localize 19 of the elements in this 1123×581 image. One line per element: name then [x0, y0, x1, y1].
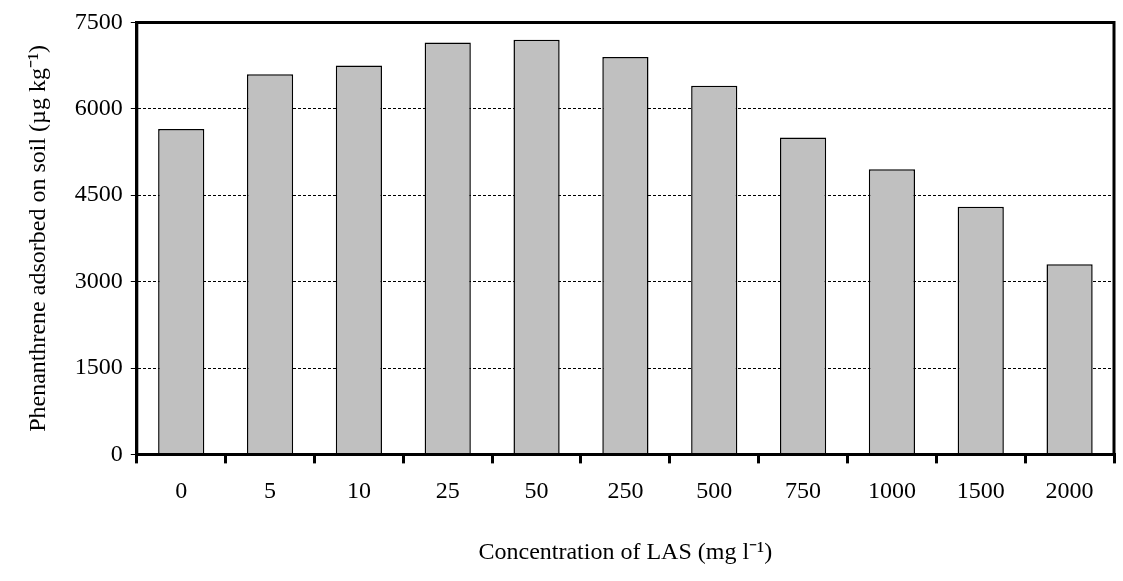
y-axis-title: Phenanthrene adsorbed on soil (µg kg⁻¹) [23, 44, 50, 432]
y-tick-label: 0 [110, 439, 123, 466]
x-tick-label: 5 [264, 477, 277, 504]
x-tick-label: 25 [435, 477, 460, 504]
y-tick-label: 1500 [74, 353, 123, 380]
x-tick-label: 1500 [956, 477, 1005, 504]
x-tick-label: 750 [785, 477, 822, 504]
x-tick-label: 0 [175, 477, 188, 504]
x-tick-label: 500 [696, 477, 733, 504]
y-tick-label: 4500 [74, 180, 123, 207]
x-tick-label: 50 [524, 477, 549, 504]
y-tick-label: 3000 [74, 266, 123, 293]
x-tick-label: 250 [607, 477, 644, 504]
x-tick-label: 10 [346, 477, 371, 504]
x-tick-label: 1000 [867, 477, 916, 504]
x-tick-label: 2000 [1045, 477, 1094, 504]
y-tick-label: 7500 [74, 7, 123, 34]
y-tick-label: 6000 [74, 94, 123, 121]
x-axis-title: Concentration of LAS (mg l⁻¹) [478, 537, 773, 564]
